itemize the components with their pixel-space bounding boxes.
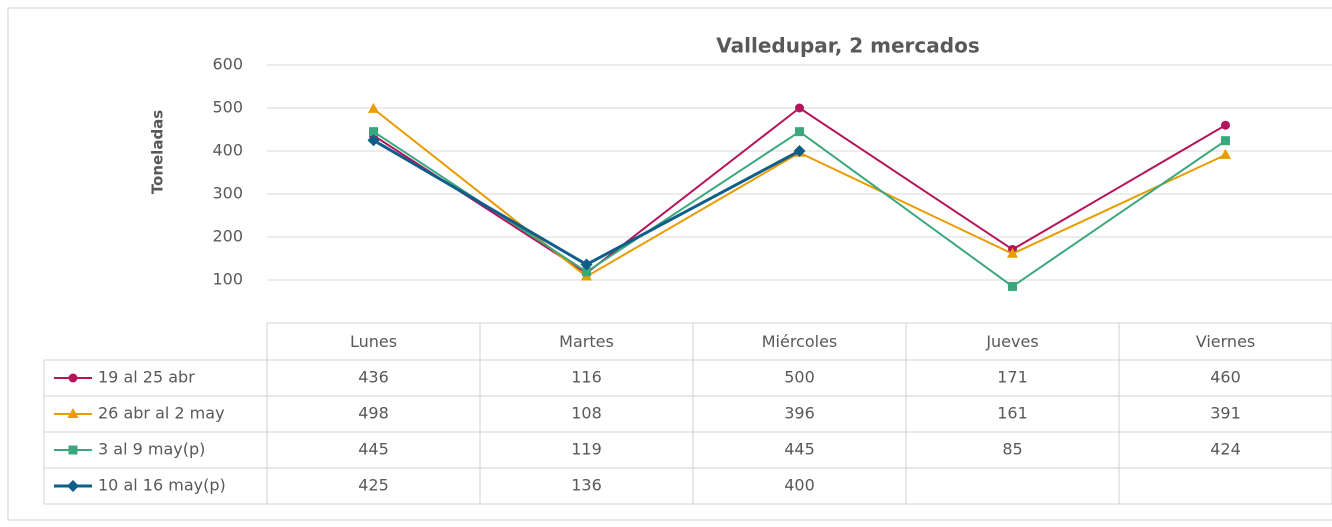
marker <box>68 445 78 455</box>
table-value: 445 <box>358 440 389 459</box>
legend-label: 19 al 25 abr <box>98 368 195 387</box>
marker <box>1220 148 1231 159</box>
marker <box>68 373 78 383</box>
table-value: 425 <box>358 476 389 495</box>
table-value: 400 <box>784 476 815 495</box>
table-value: 85 <box>1002 440 1022 459</box>
table-value: 391 <box>1210 404 1241 423</box>
marker <box>1007 247 1018 258</box>
y-tick-label: 500 <box>212 98 243 117</box>
marker <box>368 102 379 113</box>
x-tick-label: Viernes <box>1196 332 1256 351</box>
marker <box>580 258 593 271</box>
table-value: 136 <box>571 476 602 495</box>
marker <box>67 408 79 418</box>
x-tick-label: Miércoles <box>762 332 838 351</box>
marker <box>1221 120 1230 130</box>
marker <box>67 480 79 492</box>
table-value: 498 <box>358 404 389 423</box>
y-tick-label: 600 <box>212 55 243 74</box>
table-value: 460 <box>1210 368 1241 387</box>
marker <box>795 103 804 113</box>
marker <box>582 267 591 277</box>
table-value: 424 <box>1210 440 1241 459</box>
table-value: 171 <box>997 368 1028 387</box>
table-value: 445 <box>784 440 815 459</box>
table-value: 108 <box>571 404 602 423</box>
marker <box>367 134 380 147</box>
marker <box>1008 281 1017 291</box>
marker <box>795 127 804 137</box>
chart-title: Valledupar, 2 mercados <box>716 34 979 58</box>
y-tick-label: 400 <box>212 141 243 160</box>
legend-label: 3 al 9 may(p) <box>98 440 205 459</box>
table-value: 500 <box>784 368 815 387</box>
table-value: 161 <box>997 404 1028 423</box>
x-tick-label: Jueves <box>985 332 1038 351</box>
x-tick-label: Martes <box>559 332 614 351</box>
x-tick-label: Lunes <box>350 332 397 351</box>
marker <box>1221 136 1230 146</box>
table-value: 119 <box>571 440 602 459</box>
y-tick-label: 300 <box>212 184 243 203</box>
y-tick-label: 100 <box>212 270 243 289</box>
marker <box>793 145 806 157</box>
chart-border <box>7 7 1332 521</box>
table-value: 116 <box>571 368 602 387</box>
legend-label: 10 al 16 may(p) <box>98 476 226 495</box>
table-value: 396 <box>784 404 815 423</box>
legend-label: 26 abr al 2 may <box>98 404 225 423</box>
y-axis-label: Toneladas <box>149 110 167 195</box>
y-tick-label: 200 <box>212 227 243 246</box>
table-value: 436 <box>358 368 389 387</box>
marker <box>369 127 378 137</box>
